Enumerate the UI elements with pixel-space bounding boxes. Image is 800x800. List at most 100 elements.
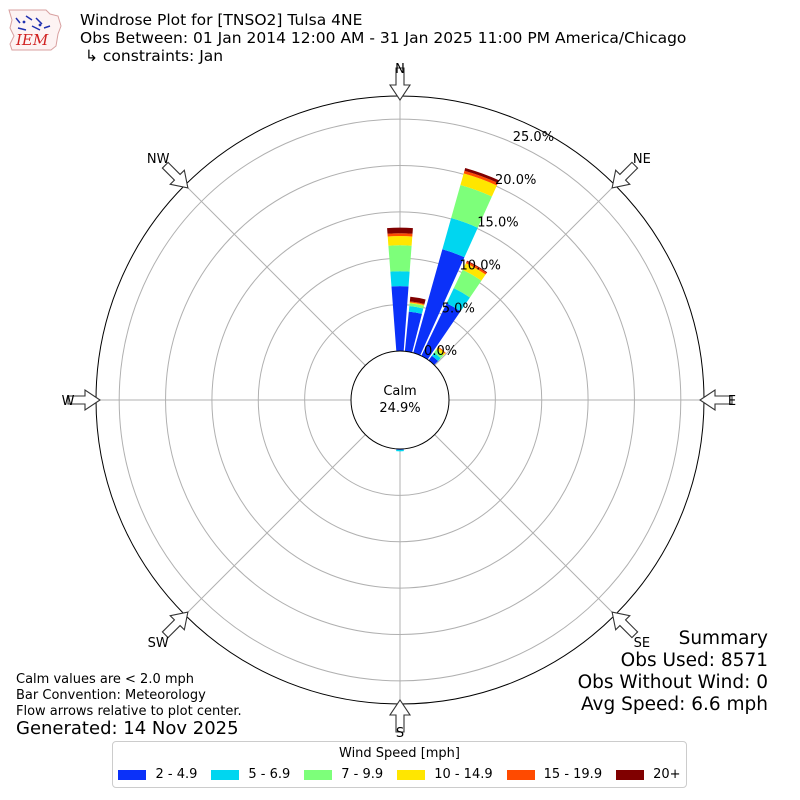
grid-ring <box>118 118 682 682</box>
wind-bar-segment <box>464 168 500 183</box>
legend-label: 2 - 4.9 <box>155 767 198 782</box>
summary-heading: Summary <box>678 628 768 649</box>
plot-subtitle: Obs Between: 01 Jan 2014 12:00 AM - 31 J… <box>80 29 687 47</box>
wind-bar-segment <box>428 355 439 365</box>
legend-item: 7 - 9.9 <box>304 767 383 782</box>
constraints-label: ↳ constraints: Jan <box>85 47 224 65</box>
wind-bar-segment <box>462 263 486 281</box>
wind-bar-segment <box>404 311 422 353</box>
flow-arrow-icon <box>161 611 189 639</box>
grid-spoke <box>184 184 366 366</box>
wind-bar-segment <box>387 227 413 234</box>
wind-bar-segment <box>409 303 425 309</box>
legend-title: Wind Speed [mph] <box>339 746 460 761</box>
logo-text: IEM <box>15 31 49 49</box>
legend: Wind Speed [mph] 2 - 4.9 5 - 6.9 7 - 9.9 10… <box>112 741 687 788</box>
legend-swatch <box>304 769 333 780</box>
compass-label: SE <box>634 636 650 651</box>
wind-bar-segment <box>387 236 413 246</box>
compass-label: W <box>62 394 75 409</box>
legend-swatch <box>211 769 240 780</box>
compass-label: NW <box>147 152 170 167</box>
compass-label: S <box>396 726 404 741</box>
wind-bar-segment <box>463 170 499 186</box>
summary-block: Summary Obs Used: 8571 Obs Without Wind:… <box>578 628 768 716</box>
legend-swatch <box>506 769 535 780</box>
avg-speed: Avg Speed: 6.6 mph <box>580 694 768 715</box>
flow-arrow-icon <box>67 388 101 412</box>
plot-title: Windrose Plot for [TNSO2] Tulsa 4NE <box>80 11 363 29</box>
radial-tick-label: 20.0% <box>495 173 536 188</box>
wind-bar-segment <box>465 261 487 275</box>
wind-bar-segment <box>437 346 446 354</box>
legend-label: 10 - 14.9 <box>434 767 493 782</box>
grid-ring <box>165 165 635 635</box>
wind-bar-segment <box>409 301 425 305</box>
compass-label: NE <box>633 152 651 167</box>
grid-spoke <box>434 184 616 366</box>
wind-bar-segment <box>421 303 461 360</box>
flow-arrow-icon <box>388 699 412 733</box>
wind-bar-segment <box>388 245 412 272</box>
generated-date: Generated: 14 Nov 2025 <box>16 718 239 739</box>
wind-bar-segment <box>396 449 404 452</box>
grid-spoke <box>184 434 366 616</box>
legend-label: 15 - 19.9 <box>543 767 603 782</box>
wind-bars <box>387 168 500 452</box>
wind-bar-segment <box>442 218 478 258</box>
wind-bar-segment <box>431 352 441 361</box>
legend-items: 2 - 4.9 5 - 6.9 7 - 9.9 10 - 14.9 15 - 19.9 2… <box>113 767 686 782</box>
calm-value: 24.9% <box>379 401 420 416</box>
wind-bar-segment <box>451 185 492 228</box>
compass-label: SW <box>148 636 169 651</box>
legend-label: 5 - 6.9 <box>248 767 291 782</box>
wind-bar-segment <box>453 269 482 298</box>
bar-convention-note: Bar Convention: Meteorology <box>16 688 206 703</box>
wind-bar-segment <box>446 288 470 312</box>
legend-label: 20+ <box>653 767 681 782</box>
iem-logo: IEM <box>6 6 64 56</box>
legend-item: 5 - 6.9 <box>211 767 290 782</box>
wind-bar-segment <box>409 296 426 304</box>
obs-used: Obs Used: 8571 <box>620 650 768 671</box>
legend-item: 15 - 19.9 <box>506 767 603 782</box>
calm-note: Calm values are < 2.0 mph <box>16 672 195 687</box>
wind-bar-segment <box>466 260 488 273</box>
flow-arrows-note: Flow arrows relative to plot center. <box>16 704 242 719</box>
legend-swatch <box>397 769 426 780</box>
radial-tick-label: 15.0% <box>477 216 518 231</box>
wind-bar-segment <box>434 349 444 359</box>
legend-swatch <box>616 769 645 780</box>
radial-tick-label: 10.0% <box>460 259 501 274</box>
compass-label: N <box>395 62 405 77</box>
wind-bar-segment <box>387 233 413 237</box>
flow-arrow-icon <box>611 611 639 639</box>
flow-arrow-icon <box>388 67 412 101</box>
wind-bar-segment <box>413 249 465 356</box>
radial-tick-label: 0.0% <box>424 344 457 359</box>
plot-title-block: Windrose Plot for [TNSO2] Tulsa 4NE Obs … <box>80 11 686 65</box>
legend-item: 10 - 14.9 <box>397 767 493 782</box>
wind-bar-segment <box>408 306 424 314</box>
legend-swatch <box>118 769 147 780</box>
obs-without-wind: Obs Without Wind: 0 <box>577 672 768 693</box>
wind-bar-segment <box>409 302 425 306</box>
flow-arrow-icon <box>611 161 639 189</box>
flow-arrow-icon <box>699 388 733 412</box>
grid-spoke <box>434 434 616 616</box>
calm-label: Calm <box>383 384 416 399</box>
axis-labels: 0.0% 5.0% 10.0% 15.0% 20.0% 25.0% N NE E SE S SW W NW <box>62 62 737 741</box>
wind-bar-segment <box>390 271 410 287</box>
flow-arrow-icon <box>161 161 189 189</box>
radial-tick-label: 25.0% <box>513 130 554 145</box>
wind-bar-segment <box>436 347 446 356</box>
flow-arrows <box>67 67 733 733</box>
wind-bar-segment <box>391 286 409 352</box>
plot-notes: Calm values are < 2.0 mph Bar Convention… <box>16 672 242 720</box>
legend-item: 2 - 4.9 <box>118 767 197 782</box>
compass-label: E <box>728 394 736 409</box>
legend-label: 7 - 9.9 <box>341 767 384 782</box>
legend-item: 20+ <box>616 767 681 782</box>
radial-tick-label: 5.0% <box>442 301 475 316</box>
